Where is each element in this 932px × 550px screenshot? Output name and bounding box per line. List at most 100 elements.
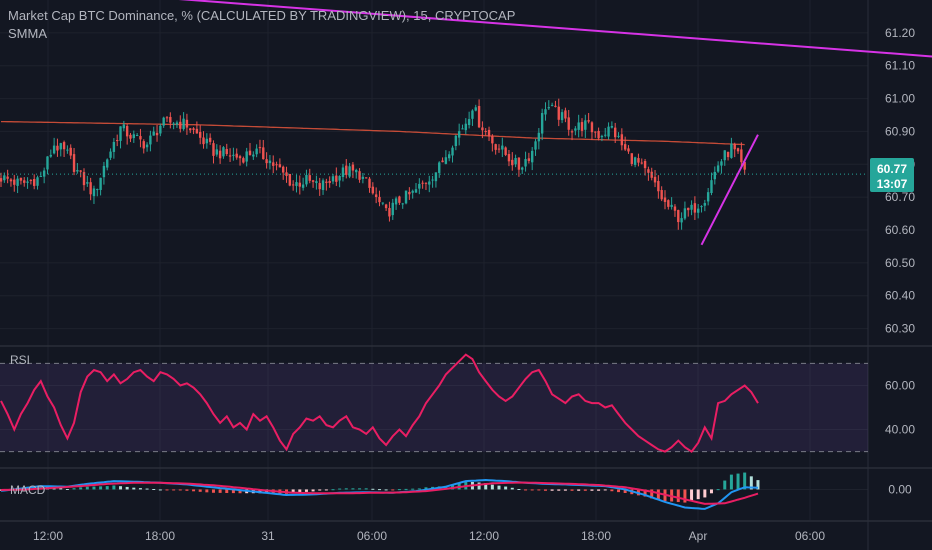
candle-body[interactable] bbox=[584, 120, 587, 130]
candle-body[interactable] bbox=[0, 178, 3, 182]
candle-body[interactable] bbox=[291, 184, 295, 186]
candle-body[interactable] bbox=[318, 183, 321, 190]
candle-body[interactable] bbox=[554, 105, 557, 107]
candle-body[interactable] bbox=[448, 154, 451, 159]
candle-body[interactable] bbox=[726, 151, 730, 158]
candle-body[interactable] bbox=[175, 122, 179, 125]
candle-body[interactable] bbox=[547, 107, 550, 109]
candle-body[interactable] bbox=[301, 184, 305, 188]
candle-body[interactable] bbox=[119, 126, 122, 141]
candle-body[interactable] bbox=[690, 204, 693, 210]
candle-body[interactable] bbox=[394, 198, 398, 205]
candle-body[interactable] bbox=[736, 148, 740, 152]
candle-body[interactable] bbox=[242, 158, 245, 163]
candle-body[interactable] bbox=[295, 182, 298, 186]
candle-body[interactable] bbox=[534, 141, 537, 150]
candle-body[interactable] bbox=[26, 181, 29, 183]
candle-body[interactable] bbox=[557, 106, 560, 120]
candle-body[interactable] bbox=[215, 149, 218, 155]
candle-body[interactable] bbox=[481, 127, 484, 131]
candle-body[interactable] bbox=[252, 154, 255, 157]
candle-body[interactable] bbox=[667, 200, 670, 207]
candle-body[interactable] bbox=[391, 202, 394, 216]
candle-body[interactable] bbox=[72, 154, 76, 172]
candle-body[interactable] bbox=[341, 167, 345, 177]
candle-body[interactable] bbox=[99, 177, 102, 190]
candle-body[interactable] bbox=[580, 122, 584, 131]
candle-body[interactable] bbox=[404, 190, 408, 204]
candle-body[interactable] bbox=[248, 150, 252, 155]
candle-body[interactable] bbox=[514, 158, 517, 165]
candle-body[interactable] bbox=[398, 196, 401, 203]
candle-body[interactable] bbox=[311, 180, 315, 182]
candle-body[interactable] bbox=[590, 122, 594, 133]
candle-body[interactable] bbox=[308, 175, 311, 181]
candle-body[interactable] bbox=[388, 207, 391, 217]
candle-body[interactable] bbox=[195, 128, 199, 134]
candle-body[interactable] bbox=[567, 117, 570, 130]
candle-body[interactable] bbox=[564, 110, 567, 119]
candle-body[interactable] bbox=[245, 151, 248, 162]
candle-body[interactable] bbox=[36, 177, 39, 186]
candle-body[interactable] bbox=[212, 143, 215, 156]
candle-body[interactable] bbox=[265, 159, 268, 164]
candle-body[interactable] bbox=[623, 144, 627, 150]
candle-body[interactable] bbox=[139, 136, 142, 140]
candle-body[interactable] bbox=[69, 147, 72, 156]
candle-body[interactable] bbox=[663, 197, 667, 202]
candle-body[interactable] bbox=[335, 175, 338, 182]
candle-body[interactable] bbox=[474, 107, 477, 111]
candle-body[interactable] bbox=[159, 125, 162, 134]
candle-body[interactable] bbox=[92, 188, 96, 197]
candle-body[interactable] bbox=[208, 137, 212, 142]
candle-body[interactable] bbox=[527, 158, 531, 161]
candle-body[interactable] bbox=[600, 135, 604, 138]
candle-body[interactable] bbox=[9, 179, 13, 182]
candle-body[interactable] bbox=[39, 175, 43, 177]
candle-body[interactable] bbox=[185, 119, 189, 128]
candle-body[interactable] bbox=[700, 206, 703, 208]
candle-body[interactable] bbox=[122, 124, 126, 129]
candle-body[interactable] bbox=[235, 153, 238, 158]
candle-body[interactable] bbox=[152, 131, 155, 136]
candle-body[interactable] bbox=[537, 132, 541, 142]
candle-body[interactable] bbox=[531, 150, 534, 163]
candle-body[interactable] bbox=[574, 128, 577, 131]
candle-body[interactable] bbox=[262, 147, 265, 160]
candle-body[interactable] bbox=[720, 161, 723, 166]
candle-body[interactable] bbox=[457, 131, 461, 138]
candle-body[interactable] bbox=[338, 176, 341, 181]
candle-body[interactable] bbox=[428, 181, 431, 185]
candle-body[interactable] bbox=[82, 172, 86, 186]
candle-body[interactable] bbox=[258, 147, 262, 149]
candle-body[interactable] bbox=[683, 208, 687, 219]
candle-body[interactable] bbox=[723, 150, 726, 161]
candle-body[interactable] bbox=[56, 145, 59, 151]
candle-body[interactable] bbox=[411, 190, 414, 193]
candle-body[interactable] bbox=[501, 145, 504, 150]
candle-body[interactable] bbox=[368, 178, 371, 188]
candle-body[interactable] bbox=[125, 126, 129, 137]
candle-body[interactable] bbox=[49, 154, 52, 157]
candle-body[interactable] bbox=[627, 148, 630, 152]
candle-body[interactable] bbox=[511, 159, 514, 166]
candle-body[interactable] bbox=[222, 147, 225, 157]
candle-body[interactable] bbox=[484, 131, 487, 133]
candle-body[interactable] bbox=[384, 204, 388, 209]
candle-body[interactable] bbox=[272, 162, 275, 166]
candle-body[interactable] bbox=[278, 164, 282, 168]
candle-body[interactable] bbox=[135, 134, 139, 136]
candle-body[interactable] bbox=[507, 154, 511, 162]
candle-body[interactable] bbox=[693, 203, 697, 213]
candle-body[interactable] bbox=[570, 131, 574, 133]
candle-body[interactable] bbox=[441, 160, 444, 163]
candle-body[interactable] bbox=[710, 180, 713, 194]
price-axis[interactable]: 61.2061.1061.0060.9060.8060.7060.6060.50… bbox=[885, 26, 915, 497]
candle-body[interactable] bbox=[365, 177, 368, 179]
candle-body[interactable] bbox=[52, 145, 56, 154]
candle-body[interactable] bbox=[112, 142, 116, 152]
candle-body[interactable] bbox=[418, 183, 421, 189]
candle-body[interactable] bbox=[182, 118, 185, 130]
candle-body[interactable] bbox=[315, 181, 318, 184]
candle-body[interactable] bbox=[673, 206, 677, 211]
